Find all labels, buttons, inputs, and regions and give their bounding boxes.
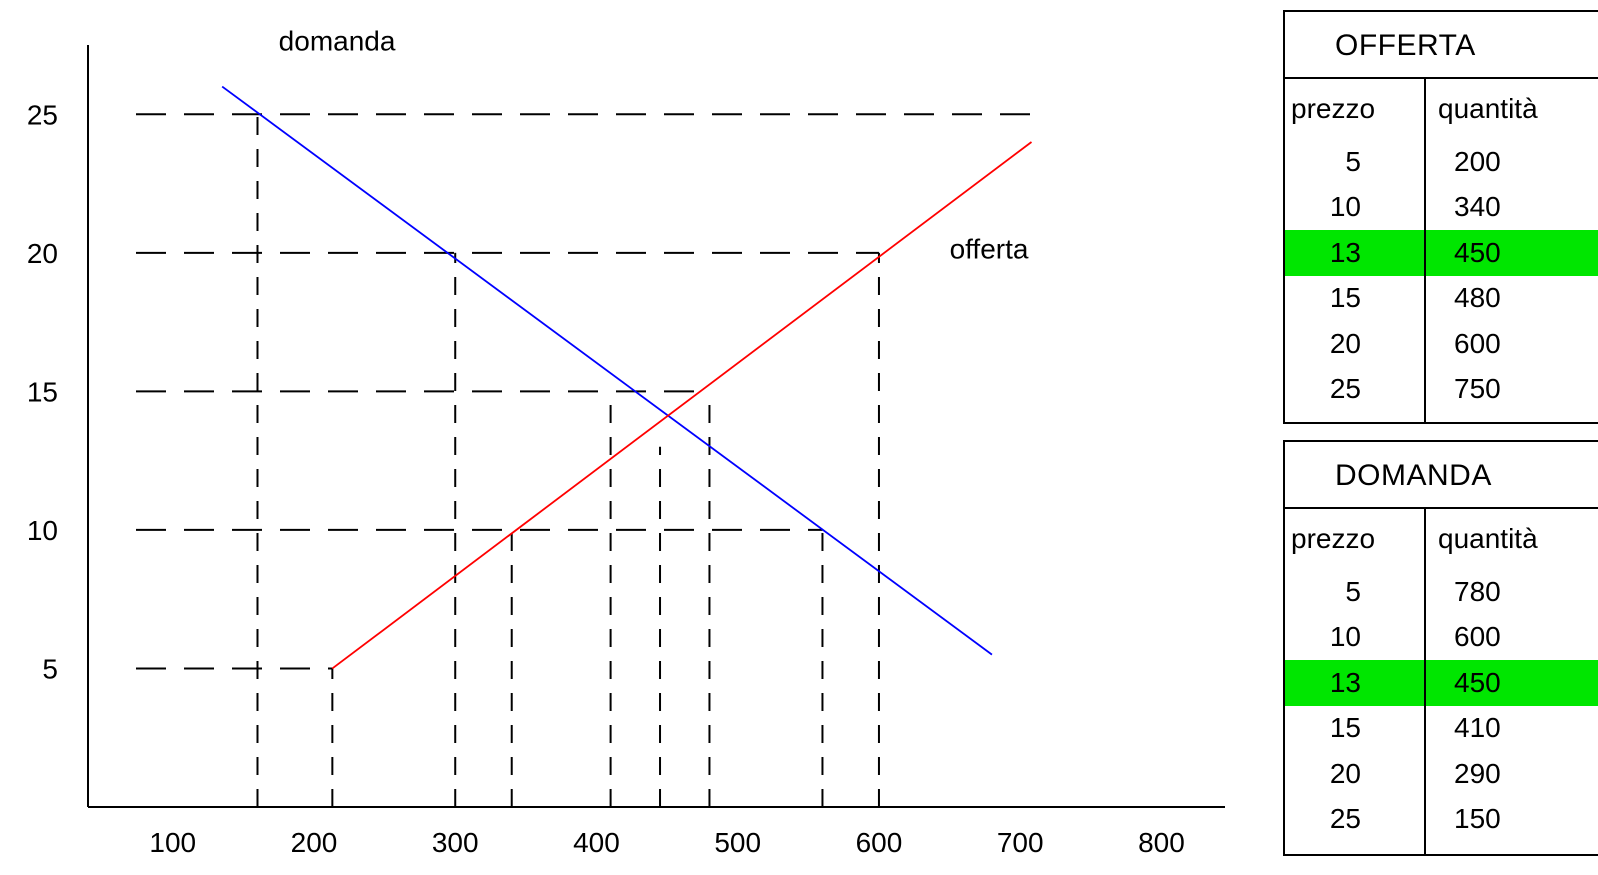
domanda-table-row: 25 150 <box>1285 797 1598 843</box>
domanda-table-row: 15 410 <box>1285 706 1598 752</box>
domanda-cell-quantita: 600 <box>1454 621 1501 653</box>
x-tick-label: 200 <box>291 827 338 858</box>
y-tick-label: 5 <box>42 653 58 684</box>
offerta-table: OFFERTA prezzo quantità 5 200 10 340 13 450 15… <box>1283 10 1598 424</box>
offerta-table-row: 5 200 <box>1285 139 1598 185</box>
offerta-table-title: OFFERTA <box>1285 12 1598 79</box>
offerta-table-row: 15 480 <box>1285 276 1598 322</box>
offerta-cell-prezzo: 13 <box>1329 236 1361 268</box>
offerta-cell-quantita: 480 <box>1454 282 1501 314</box>
domanda-table-row: 13 450 <box>1285 660 1598 706</box>
domanda-header-prezzo: prezzo <box>1291 523 1376 554</box>
domanda-table-title: DOMANDA <box>1285 442 1598 509</box>
curve-labels: domanda offerta <box>279 26 1029 265</box>
x-tick-label: 300 <box>432 827 479 858</box>
offerta-cell-quantita: 750 <box>1454 373 1501 405</box>
offerta-table-body: prezzo quantità 5 200 10 340 13 450 15 480 20 600… <box>1285 79 1598 422</box>
x-tick-label: 700 <box>997 827 1044 858</box>
offerta-table-row: 10 340 <box>1285 185 1598 231</box>
guide-lines <box>136 113 1032 807</box>
offerta-cell-quantita: 340 <box>1454 191 1501 223</box>
tick-labels: 100 200 300 400 500 600 700 800 5 10 15 20 25 <box>27 99 1185 858</box>
series-lines <box>221 85 1033 670</box>
domanda-column-divider <box>1424 509 1426 854</box>
x-tick-label: 500 <box>714 827 761 858</box>
x-tick-label: 800 <box>1138 827 1185 858</box>
offerta-header-quantita: quantità <box>1438 93 1538 124</box>
curve-label-domanda: domanda <box>279 26 396 57</box>
offerta-cell-prezzo: 10 <box>1329 191 1361 223</box>
domanda-cell-prezzo: 5 <box>1345 575 1361 607</box>
offerta-header-prezzo: prezzo <box>1291 93 1376 124</box>
domanda-table-row: 5 780 <box>1285 569 1598 615</box>
y-tick-label: 20 <box>27 238 58 269</box>
axes <box>87 45 1225 808</box>
offerta-rows: 5 200 10 340 13 450 15 480 20 600 25 750 <box>1285 139 1598 412</box>
offerta-table-row: 13 450 <box>1285 230 1598 276</box>
curve-label-offerta: offerta <box>950 233 1029 264</box>
domanda-cell-prezzo: 20 <box>1329 757 1361 789</box>
domanda-cell-quantita: 780 <box>1454 575 1501 607</box>
offerta-cell-prezzo: 5 <box>1345 145 1361 177</box>
offerta-table-row: 25 750 <box>1285 367 1598 413</box>
domanda-cell-quantita: 150 <box>1454 803 1501 835</box>
domanda-cell-quantita: 410 <box>1454 712 1501 744</box>
offerta-column-divider <box>1424 79 1426 422</box>
offerta-cell-prezzo: 20 <box>1329 327 1361 359</box>
series-line-offerta <box>331 141 1033 670</box>
y-tick-label: 10 <box>27 515 58 546</box>
domanda-cell-prezzo: 15 <box>1329 712 1361 744</box>
domanda-table: DOMANDA prezzo quantità 5 780 10 600 13 450 15… <box>1283 440 1598 856</box>
offerta-cell-quantita: 450 <box>1454 236 1501 268</box>
domanda-cell-prezzo: 25 <box>1329 803 1361 835</box>
supply-demand-chart: 100 200 300 400 500 600 700 800 5 10 15 20 25 domand… <box>27 26 1225 858</box>
offerta-cell-quantita: 200 <box>1454 145 1501 177</box>
x-tick-label: 600 <box>856 827 903 858</box>
offerta-cell-prezzo: 25 <box>1329 373 1361 405</box>
series-line-domanda <box>221 85 993 656</box>
domanda-cell-prezzo: 13 <box>1329 666 1361 698</box>
domanda-rows: 5 780 10 600 13 450 15 410 20 290 25 150 <box>1285 569 1598 842</box>
domanda-table-header: prezzo quantità <box>1285 509 1598 569</box>
y-tick-label: 15 <box>27 376 58 407</box>
domanda-table-row: 10 600 <box>1285 615 1598 661</box>
offerta-cell-prezzo: 15 <box>1329 282 1361 314</box>
x-tick-label: 100 <box>149 827 196 858</box>
domanda-header-quantita: quantità <box>1438 523 1538 554</box>
domanda-cell-quantita: 290 <box>1454 757 1501 789</box>
offerta-table-header: prezzo quantità <box>1285 79 1598 139</box>
domanda-table-body: prezzo quantità 5 780 10 600 13 450 15 410 20 290… <box>1285 509 1598 854</box>
y-tick-label: 25 <box>27 99 58 130</box>
domanda-cell-quantita: 450 <box>1454 666 1501 698</box>
domanda-table-row: 20 290 <box>1285 751 1598 797</box>
offerta-table-row: 20 600 <box>1285 321 1598 367</box>
x-tick-label: 400 <box>573 827 620 858</box>
domanda-cell-prezzo: 10 <box>1329 621 1361 653</box>
offerta-cell-quantita: 600 <box>1454 327 1501 359</box>
